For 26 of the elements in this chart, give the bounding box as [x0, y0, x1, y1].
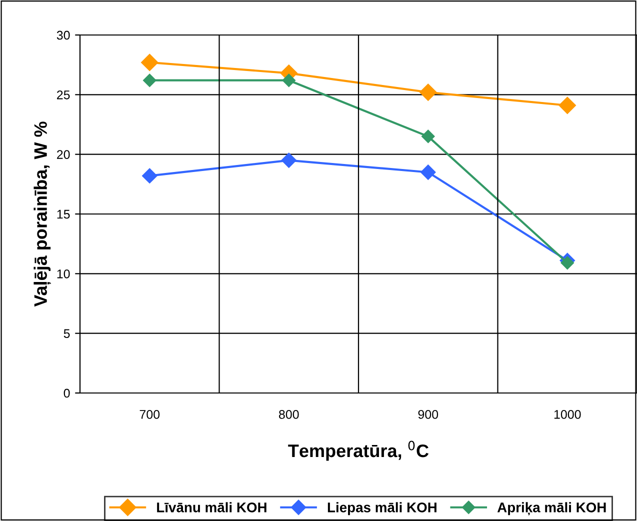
- y-tick-label: 20: [57, 150, 70, 159]
- y-tick-label: 10: [57, 269, 70, 278]
- y-axis-title: Vaļējā porainība, W %: [34, 122, 51, 307]
- y-tick-label: 30: [56, 30, 70, 40]
- point: [282, 74, 296, 87]
- x-tick-label: 700: [140, 410, 160, 419]
- x-tick-label: 900: [418, 410, 438, 419]
- point: [143, 74, 156, 87]
- point: [558, 96, 576, 114]
- point: [420, 164, 436, 180]
- legend-label: Liepas māli KOH: [328, 502, 436, 516]
- point: [420, 84, 437, 101]
- legend-label: Apriķa māli KOH: [497, 502, 606, 516]
- point: [142, 168, 158, 184]
- legend-label: Līvānu māli KOH: [157, 502, 266, 512]
- y-tick-label: 0: [64, 388, 70, 398]
- point: [560, 256, 574, 270]
- y-tick-label: 25: [57, 90, 70, 100]
- x-tick-label: 1000: [554, 410, 581, 419]
- y-tick-label: 5: [64, 329, 70, 338]
- y-tick-label: 15: [57, 210, 70, 219]
- point: [141, 54, 158, 71]
- point: [422, 130, 435, 144]
- point: [281, 152, 296, 168]
- x-tick-label: 800: [278, 410, 299, 419]
- x-axis-title: Temperatūra, $^{0}$C: [288, 440, 429, 461]
